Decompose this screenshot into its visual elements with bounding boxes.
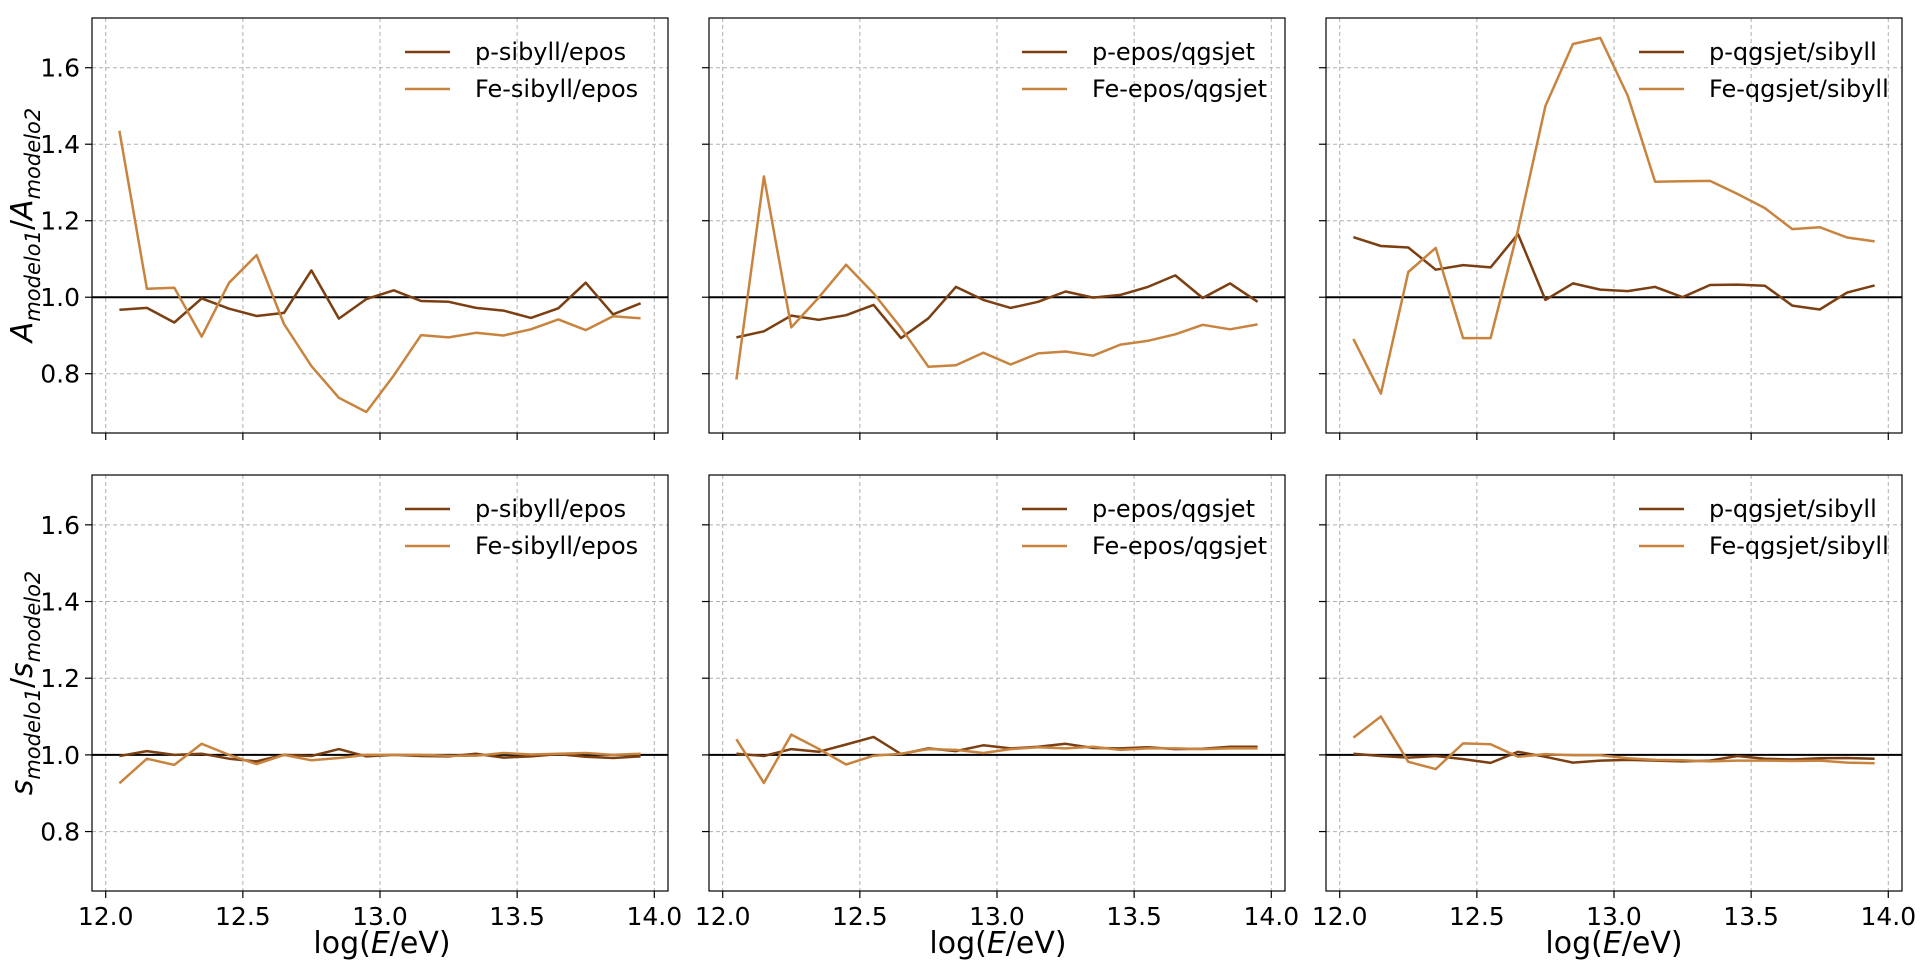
legend: p-sibyll/epos Fe-sibyll/epos (405, 495, 638, 560)
x-tick-label: 12.0 (695, 902, 751, 931)
legend-label: Fe-epos/qgsjet (1092, 532, 1267, 560)
x-tick-label: 12.0 (1312, 902, 1368, 931)
y-tick-label: 1.2 (40, 664, 80, 693)
x-tick-label: 13.0 (969, 902, 1025, 931)
series-line-fe (735, 175, 1258, 380)
legend-label: p-epos/qgsjet (1092, 495, 1255, 523)
panel-top-left: 0.8 1.0 1.2 1.4 1.6 p-sibyll/epos Fe-sibyll/ep… (40, 17, 669, 440)
legend: p-qgsjet/sibyll Fe-qgsjet/sibyll (1639, 495, 1889, 560)
legend-label: p-epos/qgsjet (1092, 38, 1255, 66)
legend: p-sibyll/epos Fe-sibyll/epos (405, 38, 638, 103)
y-tick-label: 1.4 (40, 588, 80, 617)
x-tick-label: 12.0 (78, 902, 134, 931)
series-line-p (1353, 232, 1875, 311)
legend-label: p-qgsjet/sibyll (1709, 38, 1877, 66)
xlabel-right: log(E/eV) (1545, 926, 1682, 961)
x-tick-label: 13.0 (1586, 902, 1642, 931)
x-tick-label: 14.0 (626, 902, 682, 931)
x-tick-label: 13.5 (1723, 902, 1779, 931)
xlabel-left: log(E/eV) (313, 926, 450, 961)
series-line-p (119, 269, 642, 324)
x-tick-label: 14.0 (1860, 902, 1916, 931)
y-tick-label: 1.2 (40, 207, 80, 236)
x-tick-label: 14.0 (1243, 902, 1299, 931)
series-line-fe (118, 742, 641, 785)
series-line-fe (735, 733, 1258, 785)
x-tick-label: 12.5 (832, 902, 888, 931)
legend-label: Fe-qgsjet/sibyll (1709, 532, 1889, 560)
x-tick-label: 13.0 (352, 902, 408, 931)
ylabel-bottom: smodelo1/smodelo2 (5, 571, 45, 796)
legend-label: Fe-epos/qgsjet (1092, 75, 1267, 103)
series-line-fe (1352, 715, 1875, 771)
xlabel-middle: log(E/eV) (929, 926, 1066, 961)
panel-top-right: p-qgsjet/sibyll Fe-qgsjet/sibyll (1319, 17, 1903, 440)
series-line-fe (1352, 36, 1875, 395)
y-tick-label: 1.4 (40, 130, 80, 159)
y-tick-label: 1.6 (40, 54, 80, 83)
legend-label: p-sibyll/epos (475, 495, 626, 523)
x-tick-label: 13.5 (1106, 902, 1162, 931)
panel-bottom-middle: 12.0 12.5 13.0 13.5 14.0 p-epos/qgsjet Fe-epos… (695, 474, 1299, 931)
legend: p-epos/qgsjet Fe-epos/qgsjet (1022, 495, 1267, 560)
y-tick-label: 0.8 (40, 360, 80, 389)
svg-text:Amodelo1/Amodelo2: Amodelo1/Amodelo2 (5, 108, 45, 344)
x-tick-label: 12.5 (1449, 902, 1505, 931)
legend-label: Fe-qgsjet/sibyll (1709, 75, 1889, 103)
panels: 0.8 1.0 1.2 1.4 1.6 p-sibyll/epos Fe-sibyll/ep… (40, 17, 1916, 931)
y-tick-label: 1.0 (40, 741, 80, 770)
legend-label: p-sibyll/epos (475, 38, 626, 66)
series-line-fe (118, 130, 641, 414)
y-tick-label: 0.8 (40, 818, 80, 847)
panel-bottom-right: 12.0 12.5 13.0 13.5 14.0 p-qgsjet/sibyll Fe-qg… (1312, 474, 1916, 931)
ylabel-top: Amodelo1/Amodelo2 (5, 108, 45, 344)
x-tick-label: 13.5 (489, 902, 545, 931)
legend-label: p-qgsjet/sibyll (1709, 495, 1877, 523)
panel-top-middle: p-epos/qgsjet Fe-epos/qgsjet (702, 17, 1286, 440)
y-tick-label: 1.6 (40, 511, 80, 540)
y-tick-label: 1.0 (40, 283, 80, 312)
series-line-p (1353, 750, 1875, 765)
panel-bottom-left: 12.0 12.5 13.0 13.5 14.0 0.8 1.0 1.2 1.4 1.6 p-sib… (40, 474, 682, 931)
legend: p-qgsjet/sibyll Fe-qgsjet/sibyll (1639, 38, 1889, 103)
legend-label: Fe-sibyll/epos (475, 75, 638, 103)
x-tick-label: 12.5 (215, 902, 271, 931)
svg-text:smodelo1/smodelo2: smodelo1/smodelo2 (5, 571, 45, 796)
legend: p-epos/qgsjet Fe-epos/qgsjet (1022, 38, 1267, 103)
legend-label: Fe-sibyll/epos (475, 532, 638, 560)
series-line-p (736, 274, 1259, 340)
